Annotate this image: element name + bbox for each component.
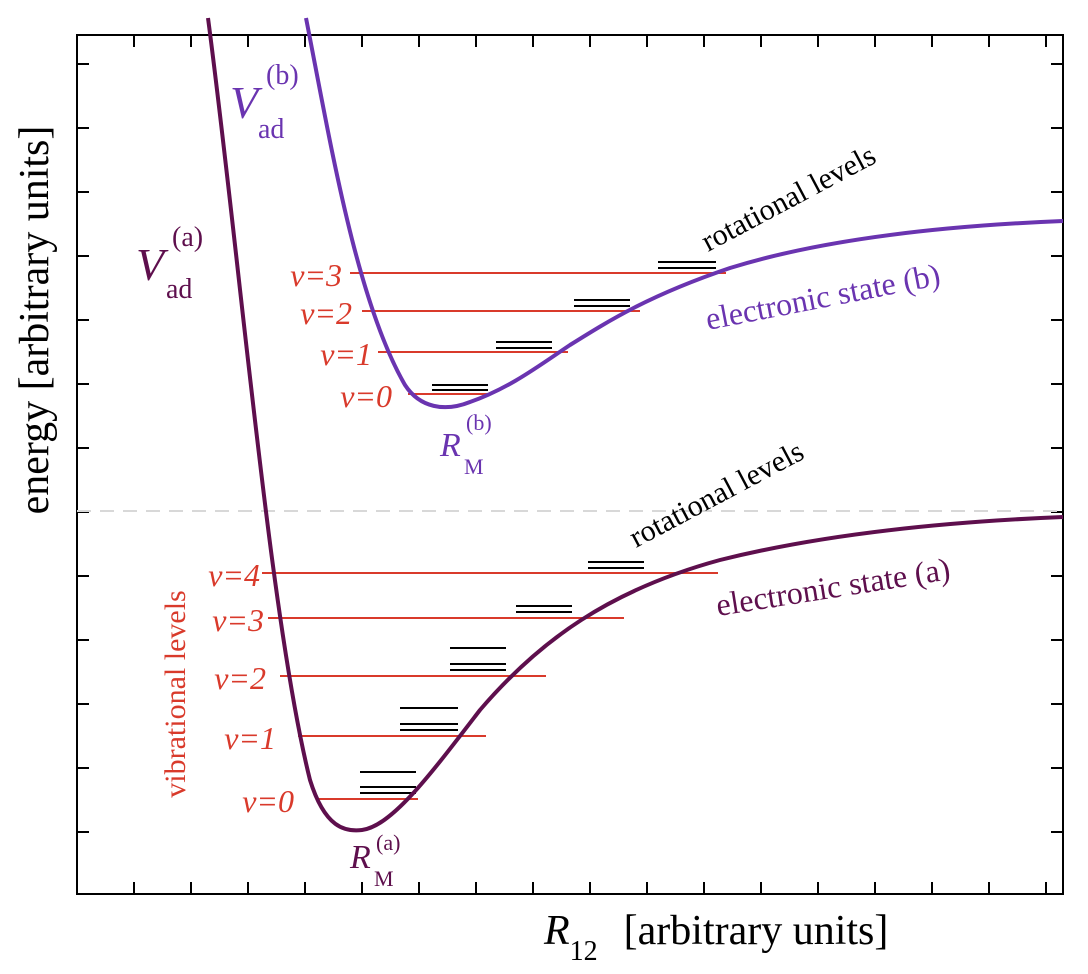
V-ad-a-superscript: (a) bbox=[172, 222, 203, 253]
electronic-state-b-label: electronic state (b) bbox=[702, 256, 943, 337]
vib-label-b-v0: v=0 bbox=[340, 378, 392, 414]
x-axis-subscript: 12 bbox=[570, 936, 598, 967]
V-ad-b-symbol: V bbox=[230, 77, 263, 128]
curve-state-a bbox=[206, 17, 1064, 833]
vib-label-a-v2: v=2 bbox=[214, 660, 266, 696]
vib-label-b-v2: v=2 bbox=[300, 295, 352, 331]
V-ad-a-subscript: ad bbox=[166, 274, 192, 305]
RM-a-superscript: (a) bbox=[376, 830, 400, 855]
RM-b-superscript: (b) bbox=[466, 410, 492, 435]
rotational-levels-label-a: rotational levels bbox=[624, 435, 809, 554]
rotational-levels-b bbox=[432, 261, 716, 391]
electronic-state-a-label: electronic state (a) bbox=[713, 550, 952, 623]
V-ad-b-superscript: (b) bbox=[266, 60, 299, 91]
vibrational-lines-a bbox=[262, 572, 718, 800]
x-axis-units: [arbitrary units] bbox=[624, 908, 889, 954]
vib-label-a-v0: v=0 bbox=[242, 783, 294, 819]
vib-label-b-v3: v=3 bbox=[290, 257, 342, 293]
axis-ticks bbox=[77, 35, 1063, 894]
vib-label-a-v1: v=1 bbox=[224, 720, 276, 756]
RM-a-subscript: M bbox=[374, 866, 394, 891]
x-axis-label: R12 [arbitrary units] bbox=[543, 908, 888, 967]
vibrational-lines-b bbox=[350, 272, 726, 395]
rotational-levels-a bbox=[360, 561, 644, 794]
RM-b-subscript: M bbox=[464, 454, 484, 479]
y-axis-label: energy [arbitrary units] bbox=[12, 126, 58, 515]
curve-state-b bbox=[304, 17, 1064, 410]
vib-labels-b: v=0 v=1 v=2 v=3 bbox=[290, 257, 392, 414]
plot-frame bbox=[76, 34, 1064, 895]
vib-label-a-v4: v=4 bbox=[208, 557, 260, 593]
V-ad-a-symbol: V bbox=[136, 239, 169, 290]
vib-labels-a: v=0 v=1 v=2 v=3 v=4 bbox=[208, 557, 294, 819]
vib-label-a-v3: v=3 bbox=[212, 602, 264, 638]
V-ad-b-label: V bbox=[230, 77, 263, 128]
RM-b-symbol: R bbox=[439, 427, 461, 464]
V-ad-a-label: V bbox=[136, 239, 169, 290]
V-ad-b-subscript: ad bbox=[258, 114, 284, 145]
x-axis-symbol: R bbox=[543, 908, 570, 954]
RM-a-symbol: R bbox=[349, 839, 371, 876]
vibrational-levels-label: vibrational levels bbox=[159, 590, 192, 797]
vib-label-b-v1: v=1 bbox=[320, 336, 372, 372]
